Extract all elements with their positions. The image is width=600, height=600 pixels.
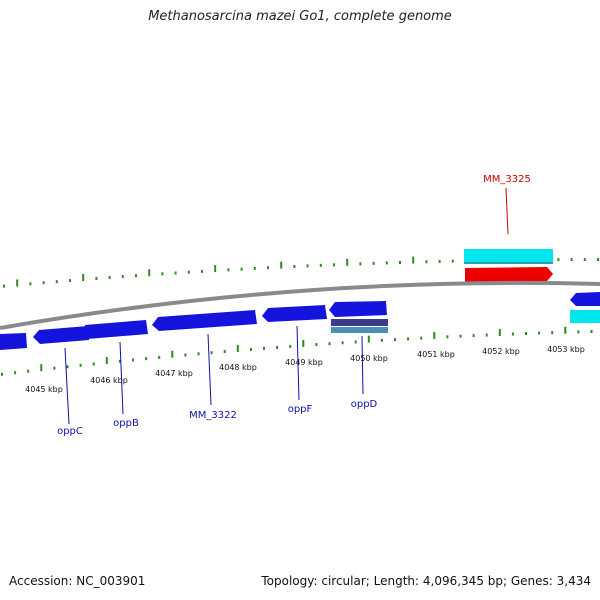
steel-band <box>331 327 388 333</box>
gene-label-oppf[interactable]: oppF <box>288 404 313 415</box>
tick-label: 4051 kbp <box>417 350 455 359</box>
cds-right-edge-bar[interactable] <box>570 310 600 323</box>
gene-callout-line <box>361 335 364 395</box>
tick-labels: 4045 kbp 4046 kbp 4047 kbp 4048 kbp 4049 kbp… <box>25 345 585 394</box>
gene-label-mm-3325[interactable]: MM_3325 <box>483 174 531 185</box>
genome-info-text: Topology: circular; Length: 4,096,345 bp… <box>261 574 591 588</box>
tick-label: 4048 kbp <box>219 363 257 372</box>
gene-label-oppc[interactable]: oppC <box>57 426 83 437</box>
gene-oppd-arrow[interactable] <box>329 301 387 317</box>
genome-backbone <box>0 280 600 330</box>
gene-callout-line <box>64 347 70 425</box>
accession-text: Accession: NC_003901 <box>9 574 146 588</box>
gene-label-oppd[interactable]: oppD <box>351 399 378 410</box>
gene-callout-line <box>207 333 212 406</box>
gene-oppc-arrow[interactable] <box>33 326 89 344</box>
gene-label-mm-3322[interactable]: MM_3322 <box>189 410 237 421</box>
tick-label: 4045 kbp <box>25 385 63 394</box>
gene-oppb-arrow[interactable] <box>85 320 148 339</box>
gene-left-edge-arrow[interactable] <box>0 333 27 350</box>
tick-label: 4053 kbp <box>547 345 585 354</box>
gene-right-edge-arrow[interactable] <box>570 292 600 306</box>
gene-oppf-arrow[interactable] <box>262 305 327 322</box>
gene-label-oppb[interactable]: oppB <box>113 418 139 429</box>
map-title: Methanosarcina mazei Go1, complete genom… <box>148 9 452 24</box>
dark-band <box>331 319 388 326</box>
tick-label: 4047 kbp <box>155 369 193 378</box>
tick-label: 4049 kbp <box>285 358 323 367</box>
gene-callouts: oppC oppB MM_3322 oppF oppD MM_3325 <box>57 174 531 437</box>
tick-label: 4046 kbp <box>90 376 128 385</box>
gene-callout-line <box>505 187 509 235</box>
inner-tick-track <box>1 326 593 376</box>
gene-callout-line <box>296 325 300 401</box>
tick-label: 4052 kbp <box>482 347 520 356</box>
gene-mm3322-arrow[interactable] <box>152 310 257 331</box>
gene-callout-line <box>119 341 124 415</box>
cds-highlight-bar[interactable] <box>464 249 553 264</box>
cds-highlight-underline <box>464 262 553 264</box>
tick-label: 4050 kbp <box>350 354 388 363</box>
gene-mm3325-arrow[interactable] <box>465 267 553 282</box>
